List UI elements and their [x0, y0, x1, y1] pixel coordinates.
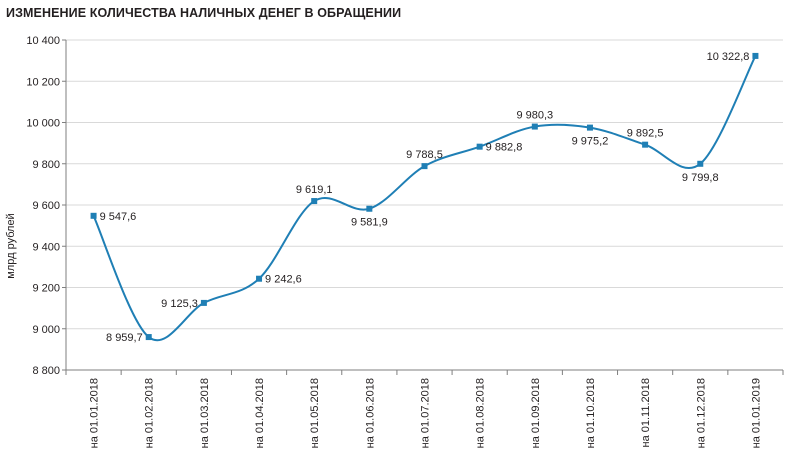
data-point — [311, 198, 318, 205]
data-point — [421, 163, 428, 170]
x-tick-label: на 01.10.2018 — [585, 378, 597, 448]
y-tick-label: 10 400 — [26, 35, 60, 47]
y-tick-label: 9 400 — [32, 241, 60, 253]
data-labels: 9 547,6 8 959,7 9 125,3 9 242,6 9 619,1 9 581… — [100, 51, 750, 344]
x-tick-label: на 01.11.2018 — [640, 378, 652, 448]
data-point — [642, 141, 649, 148]
x-tick-label: на 01.01.2019 — [750, 378, 762, 448]
y-tick-label: 9 200 — [32, 283, 60, 295]
x-tick-label: на 01.06.2018 — [364, 378, 376, 448]
grid-lines — [66, 39, 783, 330]
y-axis-label: млрд рублей — [5, 213, 17, 278]
data-label: 9 975,2 — [572, 136, 609, 148]
x-tick-label: на 01.04.2018 — [254, 378, 266, 448]
y-tick-label: 9 600 — [32, 200, 60, 212]
data-point — [697, 160, 704, 167]
data-label: 9 547,6 — [100, 211, 137, 223]
x-tick-label: на 01.12.2018 — [695, 378, 707, 448]
series-markers — [90, 52, 759, 341]
x-tick-label: на 01.08.2018 — [475, 378, 487, 448]
data-point — [531, 123, 538, 130]
data-point — [752, 52, 759, 59]
data-label: 8 959,7 — [106, 332, 143, 344]
y-tick-label: 8 800 — [32, 365, 60, 377]
data-label: 9 581,9 — [351, 217, 388, 229]
y-tick-label: 10 000 — [26, 118, 60, 130]
x-tick-label: на 01.07.2018 — [420, 378, 432, 448]
data-label: 10 322,8 — [707, 51, 750, 63]
chart-title: ИЗМЕНЕНИЕ КОЛИЧЕСТВА НАЛИЧНЫХ ДЕНЕГ В ОБ… — [6, 6, 402, 20]
data-label: 9 892,5 — [627, 128, 664, 140]
data-label: 9 799,8 — [682, 172, 719, 184]
data-label: 9 788,5 — [406, 149, 443, 161]
x-tick-label: на 01.02.2018 — [144, 378, 156, 448]
data-label: 9 882,8 — [486, 142, 523, 154]
x-tick-labels: на 01.01.2018 на 01.02.2018 на 01.03.2018 н… — [89, 378, 763, 448]
x-tick-label: на 01.09.2018 — [530, 378, 542, 448]
data-point — [256, 275, 263, 282]
axes — [62, 39, 784, 375]
data-point — [586, 124, 593, 131]
x-tick-label: на 01.03.2018 — [199, 378, 211, 448]
data-point — [200, 299, 207, 306]
x-tick-label: на 01.01.2018 — [89, 378, 101, 448]
data-label: 9 980,3 — [516, 110, 553, 122]
y-tick-labels: 8 800 9 000 9 200 9 400 9 600 9 800 10 000 10 2… — [26, 35, 60, 377]
y-tick-label: 10 200 — [26, 76, 60, 88]
data-point — [145, 334, 152, 341]
data-point — [366, 205, 373, 212]
data-label: 9 242,6 — [265, 274, 302, 286]
data-point — [476, 143, 483, 150]
y-tick-label: 9 800 — [32, 159, 60, 171]
series-line — [92, 55, 757, 342]
data-label: 9 619,1 — [296, 184, 333, 196]
x-tick-label: на 01.05.2018 — [309, 378, 321, 448]
data-point — [90, 212, 97, 219]
data-label: 9 125,3 — [161, 298, 198, 310]
y-tick-label: 9 000 — [32, 324, 60, 336]
